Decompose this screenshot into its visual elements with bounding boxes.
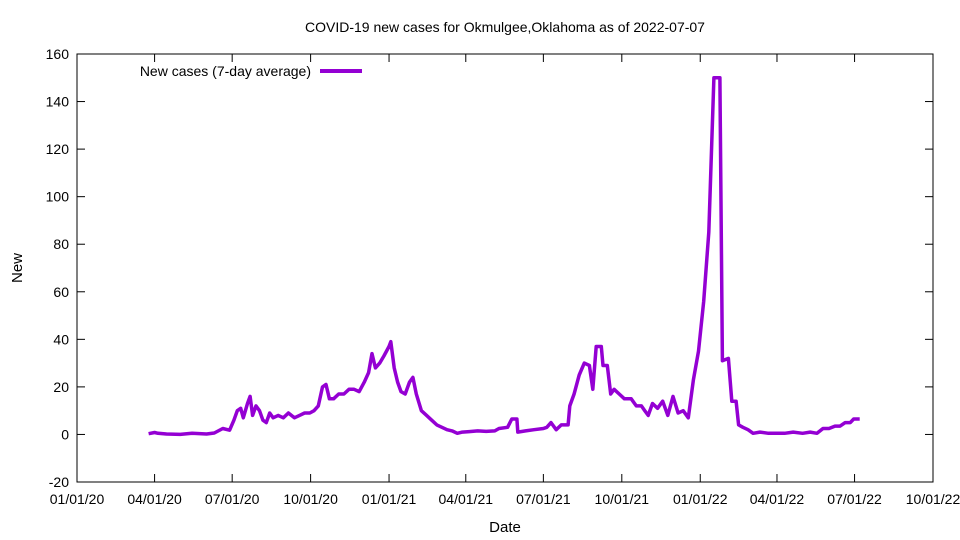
y-tick-label: 120 <box>46 141 70 157</box>
y-tick-label: 60 <box>53 284 69 300</box>
x-tick-label: 07/01/20 <box>205 491 260 507</box>
x-tick-label: 04/01/20 <box>127 491 182 507</box>
y-axis-label: New <box>9 253 26 283</box>
x-tick-label: 07/01/21 <box>516 491 571 507</box>
x-tick-label: 01/01/20 <box>50 491 105 507</box>
plot-frame <box>76 53 934 483</box>
series-layer <box>148 76 860 437</box>
x-tick-label: 07/01/22 <box>827 491 882 507</box>
y-tick-label: 40 <box>53 331 69 347</box>
y-tick-label: -20 <box>49 474 69 490</box>
x-tick-label: 01/01/21 <box>362 491 417 507</box>
legend: New cases (7-day average) <box>140 63 362 79</box>
y-tick-label: 140 <box>46 94 70 110</box>
x-tick-label: 04/01/21 <box>439 491 494 507</box>
y-tick-label: 20 <box>53 379 69 395</box>
ticks-layer: -20 0 20 40 60 80 100 120 140 160 01/01/20 04/01/20… <box>46 46 960 507</box>
x-tick-label: 10/01/20 <box>283 491 338 507</box>
y-tick-label: 0 <box>61 426 69 442</box>
series-line-new-cases <box>148 76 860 437</box>
legend-label: New cases (7-day average) <box>140 63 311 79</box>
y-tick-label: 100 <box>46 189 70 205</box>
x-axis-label: Date <box>489 519 521 536</box>
x-tick-label: 10/01/21 <box>595 491 650 507</box>
x-tick-label: 04/01/22 <box>750 491 805 507</box>
x-tick-label: 10/01/22 <box>906 491 960 507</box>
y-tick-label: 160 <box>46 46 70 62</box>
chart-title: COVID-19 new cases for Okmulgee,Oklahoma… <box>305 19 705 35</box>
y-tick-label: 80 <box>53 236 69 252</box>
x-tick-label: 01/01/22 <box>673 491 728 507</box>
